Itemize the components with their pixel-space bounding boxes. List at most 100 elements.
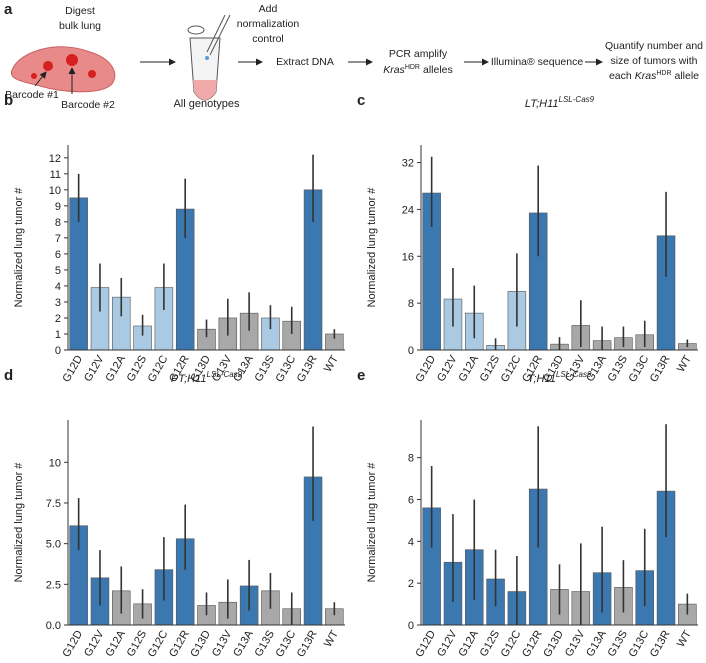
x-tick-label: G12V [435, 353, 460, 384]
gene: Kras [635, 70, 657, 82]
tumor [66, 54, 78, 66]
step-text: Add [259, 3, 278, 15]
panel-letter: d [4, 367, 13, 384]
tube-sample [193, 80, 217, 100]
y-tick-label: 7 [55, 233, 61, 245]
y-tick-label: 24 [402, 204, 414, 216]
x-tick-label: G13C [627, 353, 652, 384]
y-tick-label: 8 [408, 453, 414, 465]
step-text: normalization [237, 18, 300, 30]
y-tick-label: 10 [49, 185, 61, 197]
y-tick-label: 4 [55, 281, 61, 293]
x-tick-label: G13A [584, 353, 609, 384]
step-text: PCR amplify [389, 48, 448, 60]
chart-title: All genotypes [173, 98, 240, 110]
lung [10, 46, 116, 93]
y-tick-label: 11 [50, 169, 61, 181]
x-tick-label: G12D [60, 628, 85, 659]
x-tick-label: G12V [82, 628, 107, 659]
x-tick-label: G13R [648, 628, 673, 659]
y-tick-label: 32 [402, 158, 414, 170]
y-tick-label: 7.5 [46, 498, 61, 510]
y-tick-label: 5 [55, 265, 61, 277]
x-tick-label: WT [675, 353, 694, 374]
y-axis-label: Normalized lung tumor # [13, 187, 25, 308]
step-text: Quantify number and [605, 40, 703, 52]
y-tick-label: 9 [55, 201, 61, 213]
y-tick-label: 6 [55, 249, 61, 261]
step-text: each KrasHDR allele [609, 70, 699, 82]
pointer [34, 71, 47, 87]
x-tick-label: G12V [82, 353, 107, 384]
step-text: Digest [65, 5, 95, 17]
y-tick-label: 2.5 [46, 579, 61, 591]
x-tick-label: G13R [295, 353, 320, 384]
x-tick-label: G13C [627, 628, 652, 659]
chart-title-superscript: LSL-Cas9 [556, 370, 592, 379]
panel-letter: e [357, 367, 365, 384]
y-axis-label: Normalized lung tumor # [366, 187, 378, 308]
step-text: control [252, 33, 284, 45]
step-text: bulk lung [59, 20, 101, 32]
step-text: each [609, 70, 632, 82]
x-tick-label: G12D [413, 353, 438, 384]
y-tick-label: 10 [49, 457, 61, 469]
superscript: HDR [405, 64, 420, 71]
bar-chart: b All genotypes Normalized lung tumor # G12… [4, 92, 345, 384]
pipette [209, 14, 231, 56]
x-tick-label: G12R [167, 628, 192, 659]
x-tick-label: G12A [456, 628, 481, 659]
x-tick-label: G13C [274, 628, 299, 659]
y-tick-label: 2 [408, 578, 414, 590]
x-tick-label: G12A [456, 353, 481, 384]
x-tick-label: G13C [274, 353, 299, 384]
panel-letter: a [4, 1, 13, 18]
y-tick-label: 1 [55, 329, 61, 341]
x-tick-label: G13D [541, 628, 566, 659]
x-tick-label: G13D [188, 628, 213, 659]
x-tick-label: G13V [210, 353, 235, 384]
y-tick-label: 8 [55, 217, 61, 229]
chart-title: LT;H11 [525, 98, 559, 110]
chart-title: PT;H11LSL-Cas9 [171, 370, 243, 385]
step-text: KrasHDR alleles [383, 64, 453, 76]
y-tick-label: 3 [55, 297, 61, 309]
x-tick-label: G13A [584, 628, 609, 659]
schematic: a Digest bulk lung Barcode #1 Barcode #2… [4, 1, 703, 111]
y-tick-label: 8 [408, 298, 414, 310]
step-text: allele [675, 70, 700, 82]
x-tick-label: G13R [648, 353, 673, 384]
x-tick-label: G13A [231, 628, 256, 659]
bar-chart: e T;H11LSL-Cas9 Normalized lung tumor # G12… [357, 367, 698, 659]
chart-title-superscript: LSL-Cas9 [207, 370, 243, 379]
y-tick-label: 2 [55, 313, 61, 325]
y-axis-label: Normalized lung tumor # [366, 462, 378, 583]
step-text: alleles [423, 64, 453, 76]
y-tick-label: 16 [402, 251, 414, 263]
y-tick-label: 0 [408, 620, 414, 632]
chart-title: T;H11LSL-Cas9 [528, 370, 592, 385]
x-tick-label: G13R [295, 628, 320, 659]
drop [205, 56, 209, 60]
x-tick-label: WT [322, 628, 341, 649]
y-tick-label: 5.0 [46, 539, 61, 551]
bar-chart: d PT;H11LSL-Cas9 Normalized lung tumor # G1… [4, 367, 345, 659]
y-tick-label: 0 [408, 345, 414, 357]
x-tick-label: G13A [231, 353, 256, 384]
x-tick-label: WT [322, 353, 341, 374]
x-tick-label: G13V [210, 628, 235, 659]
x-tick-label: G12C [146, 628, 171, 659]
step-text: Illumina® sequence [491, 56, 584, 68]
panel-letter: c [357, 92, 365, 109]
tumor [88, 70, 96, 78]
chart-title: LT;H11LSL-Cas9 [525, 95, 595, 110]
x-tick-label: G12C [499, 353, 524, 384]
tumor [31, 73, 37, 79]
y-tick-label: 0 [55, 345, 61, 357]
chart-title: PT;H11 [171, 373, 207, 385]
y-tick-label: 4 [408, 536, 414, 548]
x-tick-label: G13V [563, 628, 588, 659]
tumor [43, 61, 53, 71]
chart-title-superscript: LSL-Cas9 [559, 95, 595, 104]
